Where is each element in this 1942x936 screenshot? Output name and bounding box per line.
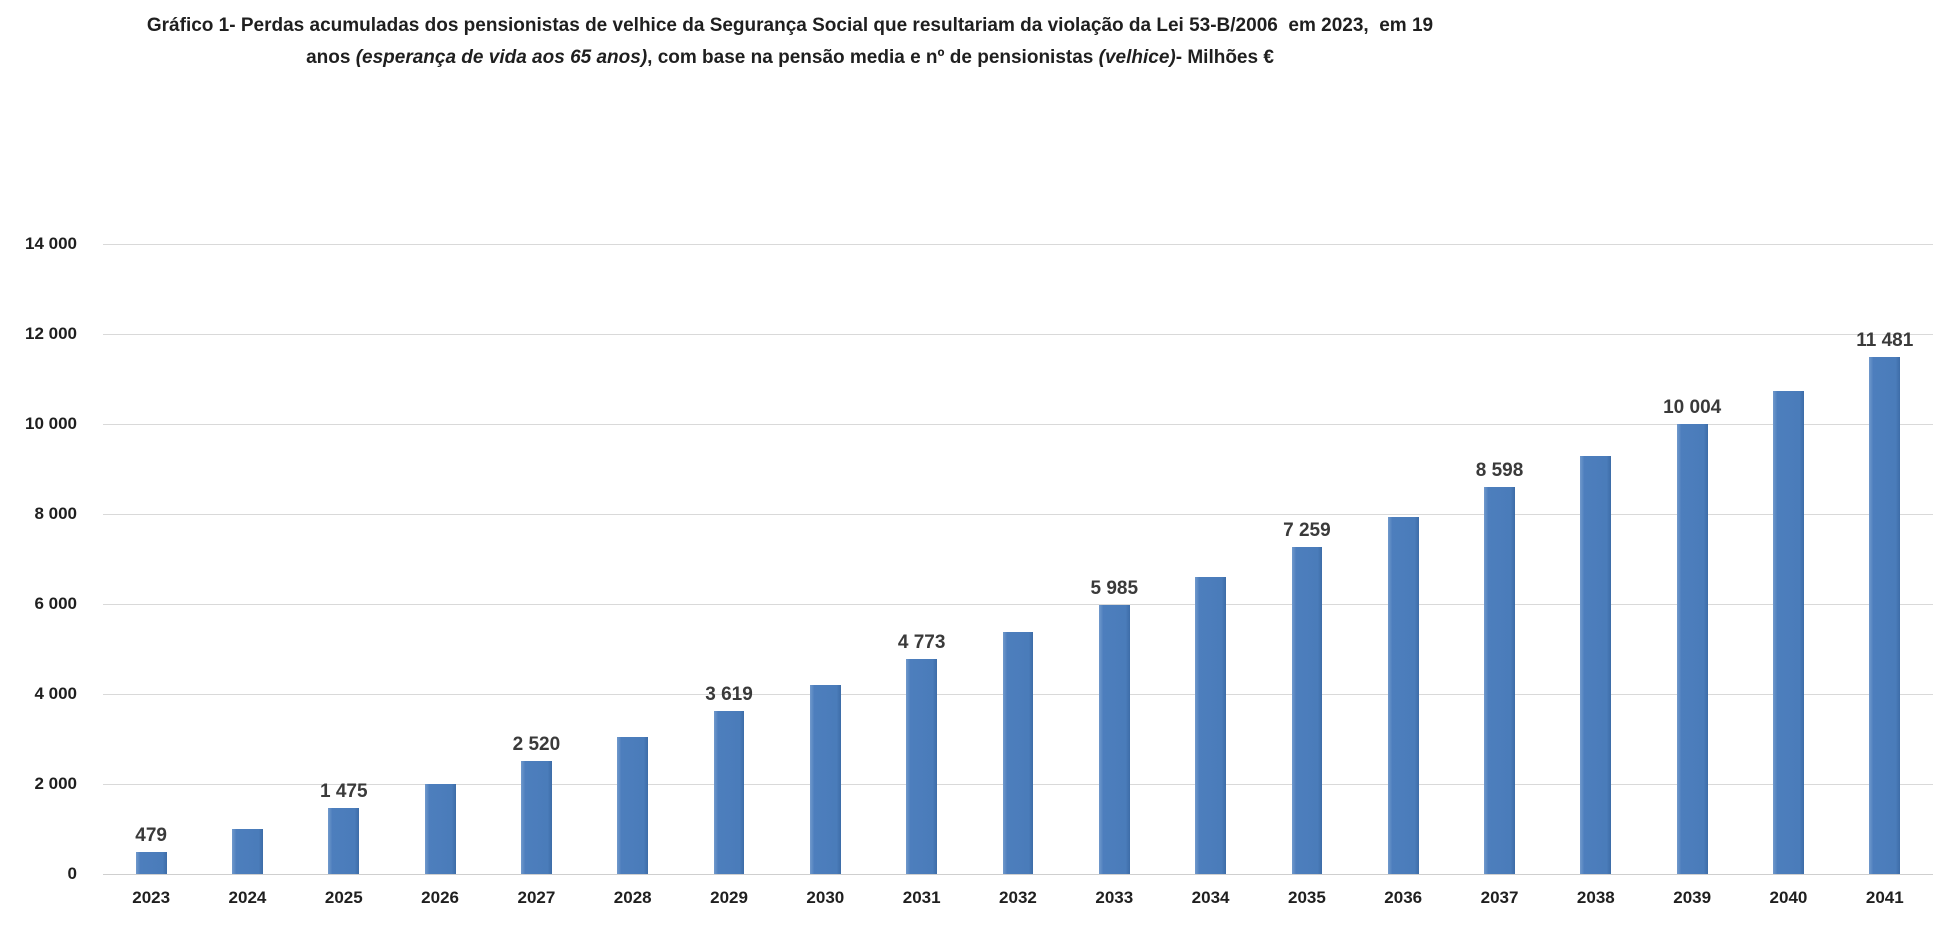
y-tick-label: 10 000 bbox=[25, 414, 77, 433]
bar bbox=[617, 736, 649, 874]
x-tick-label: 2028 bbox=[613, 888, 652, 907]
gridline bbox=[103, 334, 1933, 335]
bar-column: 479 bbox=[103, 244, 199, 874]
bar bbox=[713, 711, 745, 874]
x-tick-label: 2041 bbox=[1865, 888, 1904, 907]
bar-column: 7 259 bbox=[1259, 244, 1355, 874]
y-tick-label: 6 000 bbox=[34, 594, 77, 613]
x-tick-label: 2038 bbox=[1576, 888, 1615, 907]
bar-value-label: 479 bbox=[135, 825, 167, 847]
x-tick-label: 2027 bbox=[517, 888, 556, 907]
bar-value-label: 3 619 bbox=[705, 684, 753, 706]
bar bbox=[328, 807, 360, 874]
bar-column: 1 475 bbox=[296, 244, 392, 874]
bar-value-label: 7 259 bbox=[1283, 520, 1331, 542]
bar-column bbox=[1548, 244, 1644, 874]
bar-column: 8 598 bbox=[1451, 244, 1547, 874]
x-tick-label: 2026 bbox=[421, 888, 459, 907]
y-tick-label: 8 000 bbox=[34, 504, 77, 524]
y-axis: 0 2 000 4 000 6 000 8 000 10 000 12 000 14 000 bbox=[0, 234, 77, 883]
bar-value-label: 2 520 bbox=[512, 733, 561, 755]
bar-value-label: 1 475 bbox=[320, 780, 368, 802]
y-tick-label: 12 000 bbox=[25, 324, 77, 343]
x-tick-label: 2025 bbox=[324, 888, 363, 907]
gridline bbox=[103, 874, 1933, 875]
bar-column bbox=[1355, 244, 1451, 874]
x-tick-label: 2029 bbox=[710, 888, 748, 907]
bar bbox=[1387, 517, 1419, 874]
bar-column bbox=[199, 244, 295, 874]
bar-value-label: 8 598 bbox=[1475, 460, 1524, 482]
bar bbox=[1676, 423, 1708, 874]
y-tick-label: 4 000 bbox=[34, 684, 77, 704]
y-tick-label: 14 000 bbox=[25, 234, 77, 253]
x-tick-label: 2032 bbox=[999, 888, 1037, 907]
x-axis: 2023 2024 2025 2026 2027 2028 2029 2030 2031 2032… bbox=[103, 886, 1933, 910]
bar-value-label: 10 004 bbox=[1663, 396, 1722, 418]
bar bbox=[521, 760, 552, 874]
bar bbox=[1195, 577, 1226, 874]
bar bbox=[232, 829, 263, 874]
gridline bbox=[103, 514, 1933, 516]
bar-value-label: 11 481 bbox=[1856, 330, 1914, 352]
chart-title-run: (velhice) bbox=[1098, 47, 1176, 68]
x-tick-label: 2023 bbox=[132, 888, 171, 907]
bar-column: 3 619 bbox=[681, 244, 777, 874]
bar-value-label: 5 985 bbox=[1090, 577, 1139, 599]
gridline bbox=[103, 244, 1933, 245]
bar bbox=[424, 784, 456, 874]
x-tick-label: 2035 bbox=[1287, 888, 1326, 907]
bar-column: 11 481 bbox=[1837, 244, 1933, 874]
bar-value-label: 4 773 bbox=[897, 632, 946, 654]
bar bbox=[1869, 357, 1901, 874]
x-tick-label: 2037 bbox=[1480, 888, 1519, 907]
bar-column bbox=[585, 244, 681, 874]
bar bbox=[1098, 604, 1130, 874]
bar-column bbox=[1162, 244, 1258, 874]
gridline bbox=[103, 604, 1933, 605]
y-tick-label: 0 bbox=[67, 864, 77, 883]
bar-column bbox=[970, 244, 1066, 874]
gridline bbox=[103, 424, 1933, 425]
chart-title-run: Gráfico 1- Perdas acumuladas dos pension… bbox=[146, 15, 1434, 36]
bar bbox=[1773, 390, 1804, 874]
x-tick-label: 2030 bbox=[806, 888, 845, 907]
bar bbox=[135, 852, 167, 874]
bar-column: 4 773 bbox=[874, 244, 970, 874]
bar bbox=[1580, 455, 1612, 874]
bar bbox=[809, 685, 841, 874]
bar bbox=[1002, 632, 1034, 874]
bar-column bbox=[777, 244, 873, 874]
bar-column bbox=[392, 244, 488, 874]
x-tick-label: 2031 bbox=[902, 888, 941, 907]
x-tick-label: 2034 bbox=[1191, 888, 1230, 907]
chart-title-run: - Milhões € bbox=[1175, 47, 1274, 68]
plot-area: 479 1 475 2 520 3 619 4 773 5 985 7 259 8 598 10… bbox=[103, 244, 1933, 875]
bar-column bbox=[1740, 244, 1836, 874]
x-tick-label: 2033 bbox=[1095, 888, 1134, 907]
chart-title-run: anos bbox=[306, 47, 356, 68]
chart-title-run: (esperança de vida aos 65 anos) bbox=[355, 47, 648, 68]
bar-column: 10 004 bbox=[1644, 244, 1740, 874]
x-tick-label: 2039 bbox=[1673, 888, 1712, 907]
x-tick-label: 2024 bbox=[228, 888, 267, 907]
x-tick-label: 2040 bbox=[1769, 888, 1808, 907]
x-tick-label: 2036 bbox=[1384, 888, 1423, 907]
y-tick-label: 2 000 bbox=[34, 774, 77, 794]
chart-title: Gráfico 1- Perdas acumuladas dos pension… bbox=[0, 10, 1580, 74]
bar-column: 5 985 bbox=[1066, 244, 1162, 874]
chart-title-run: , com base na pensão media e nº de pensi… bbox=[647, 47, 1099, 68]
bar bbox=[1484, 487, 1515, 874]
bar-column: 2 520 bbox=[488, 244, 584, 874]
bar-series: 479 1 475 2 520 3 619 4 773 5 985 7 259 8 598 10… bbox=[103, 244, 1933, 874]
bar bbox=[906, 659, 938, 874]
bar bbox=[1291, 547, 1323, 874]
